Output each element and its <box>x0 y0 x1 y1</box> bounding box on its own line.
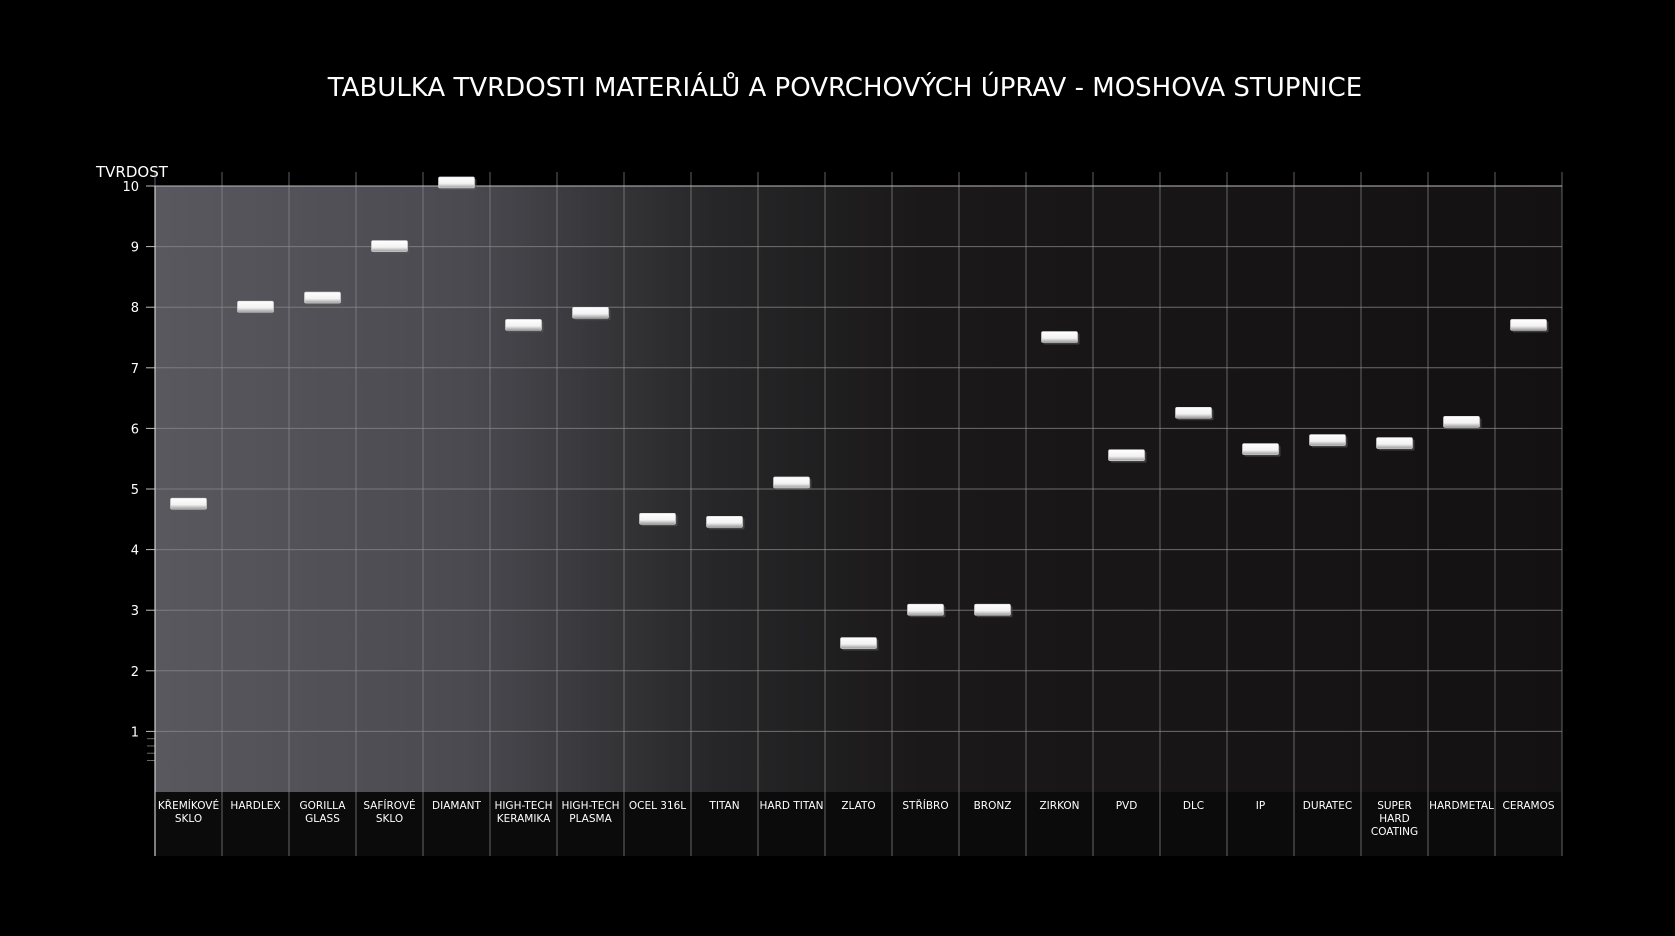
x-category-label: ZIRKON <box>1039 800 1079 812</box>
y-tick-label: 2 <box>131 665 139 680</box>
y-tick-label: 7 <box>131 362 139 377</box>
y-tick-label: 9 <box>131 241 139 256</box>
y-tick-label: 1 <box>131 725 139 740</box>
x-category-label: IP <box>1256 800 1265 812</box>
data-marker <box>706 516 743 528</box>
x-category-label: TITAN <box>708 800 739 812</box>
data-marker <box>1041 331 1078 343</box>
x-category-label: STŘÍBRO <box>902 799 948 812</box>
data-marker <box>1242 443 1279 455</box>
x-category-label: DIAMANT <box>432 800 481 812</box>
category-band <box>155 792 1562 856</box>
data-marker <box>840 637 877 649</box>
data-marker <box>974 603 1011 616</box>
x-category-label: KŘEMÍKOVÉ SKLO <box>158 799 219 825</box>
x-category-label: HARDLEX <box>230 800 280 812</box>
data-marker <box>1309 434 1346 446</box>
x-category-label: OCEL 316L <box>629 800 686 812</box>
x-category-label: HIGH-TECH PLASMA <box>561 800 619 825</box>
y-tick-label: 8 <box>131 301 139 316</box>
data-marker <box>237 300 274 313</box>
data-marker <box>1443 416 1480 428</box>
data-marker <box>639 512 676 525</box>
y-tick-label: 3 <box>131 604 139 619</box>
data-marker <box>907 603 944 616</box>
chart-title: TABULKA TVRDOSTI MATERIÁLŮ A POVRCHOVÝCH… <box>327 71 1362 103</box>
x-category-label: DLC <box>1183 800 1204 812</box>
data-marker <box>438 176 475 189</box>
x-category-label: ZLATO <box>841 800 875 812</box>
x-category-label: HIGH-TECH KERAMIKA <box>494 800 552 825</box>
y-tick-label: 5 <box>131 483 139 498</box>
y-axis-label: TVRDOST <box>95 163 169 181</box>
data-marker <box>1376 437 1413 449</box>
data-marker <box>170 497 207 510</box>
plot-area: 1 2 3 4 5 6 7 8 9 10 KŘEMÍKOVÉ SKLO HARDLEX GORILLA GL… <box>122 172 1563 856</box>
x-category-label: CERAMOS <box>1502 800 1554 812</box>
y-tick-label: 4 <box>131 544 139 559</box>
y-tick-label: 10 <box>122 180 139 195</box>
x-category-label: HARDMETAL <box>1429 800 1494 812</box>
data-marker <box>1510 319 1547 331</box>
data-marker <box>773 476 810 489</box>
x-category-label: SAFÍROVÉ SKLO <box>363 799 415 825</box>
x-category-label: GORILLA GLASS <box>300 800 347 825</box>
data-marker <box>371 240 408 252</box>
data-marker <box>505 319 542 331</box>
x-category-label: BRONZ <box>974 800 1012 812</box>
x-category-label: DURATEC <box>1303 800 1352 812</box>
x-category-label: HARD TITAN <box>760 800 824 812</box>
data-marker <box>1175 406 1212 419</box>
data-marker <box>572 306 609 319</box>
x-category-label: SUPER HARD COATING <box>1371 800 1418 838</box>
y-tick-label: 6 <box>131 422 139 437</box>
x-category-label: PVD <box>1116 800 1138 812</box>
data-marker <box>1108 449 1145 461</box>
data-marker <box>304 291 341 304</box>
